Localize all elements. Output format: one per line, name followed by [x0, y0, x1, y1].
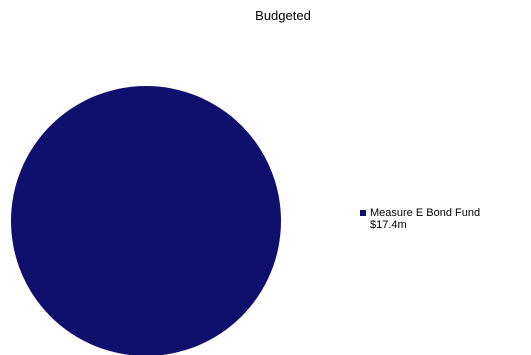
legend-label: Measure E Bond Fund	[370, 207, 481, 219]
legend-swatch	[360, 210, 366, 216]
legend: Measure E Bond Fund $17.4m	[360, 207, 480, 231]
chart-title: Budgeted	[255, 8, 311, 23]
legend-entry: Measure E Bond Fund	[360, 207, 480, 219]
pie-slice	[11, 86, 281, 355]
pie-slices	[11, 86, 281, 355]
legend-value: $17.4m	[370, 219, 407, 231]
